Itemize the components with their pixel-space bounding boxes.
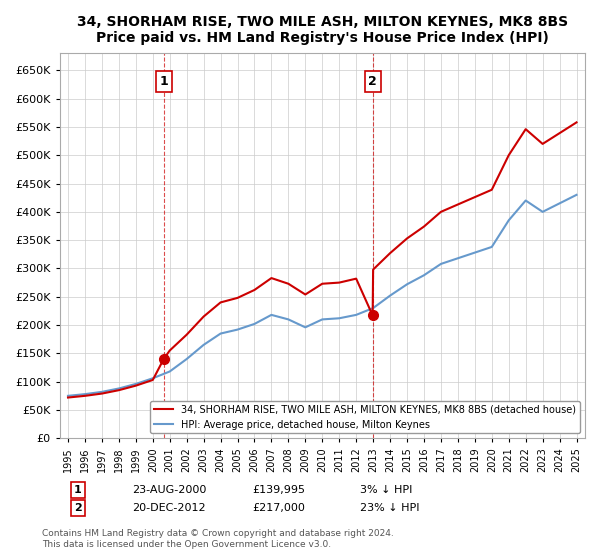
Text: 23% ↓ HPI: 23% ↓ HPI [360,503,419,513]
Text: Contains HM Land Registry data © Crown copyright and database right 2024.
This d: Contains HM Land Registry data © Crown c… [42,529,394,549]
Text: 1: 1 [160,75,168,88]
Text: 23-AUG-2000: 23-AUG-2000 [132,485,206,495]
Legend: 34, SHORHAM RISE, TWO MILE ASH, MILTON KEYNES, MK8 8BS (detached house), HPI: Av: 34, SHORHAM RISE, TWO MILE ASH, MILTON K… [150,401,580,433]
Text: 2: 2 [368,75,377,88]
Text: 20-DEC-2012: 20-DEC-2012 [132,503,206,513]
Text: 2: 2 [74,503,82,513]
Text: 3% ↓ HPI: 3% ↓ HPI [360,485,412,495]
Text: £139,995: £139,995 [252,485,305,495]
Text: 1: 1 [74,485,82,495]
Title: 34, SHORHAM RISE, TWO MILE ASH, MILTON KEYNES, MK8 8BS
Price paid vs. HM Land Re: 34, SHORHAM RISE, TWO MILE ASH, MILTON K… [77,15,568,45]
Text: £217,000: £217,000 [252,503,305,513]
